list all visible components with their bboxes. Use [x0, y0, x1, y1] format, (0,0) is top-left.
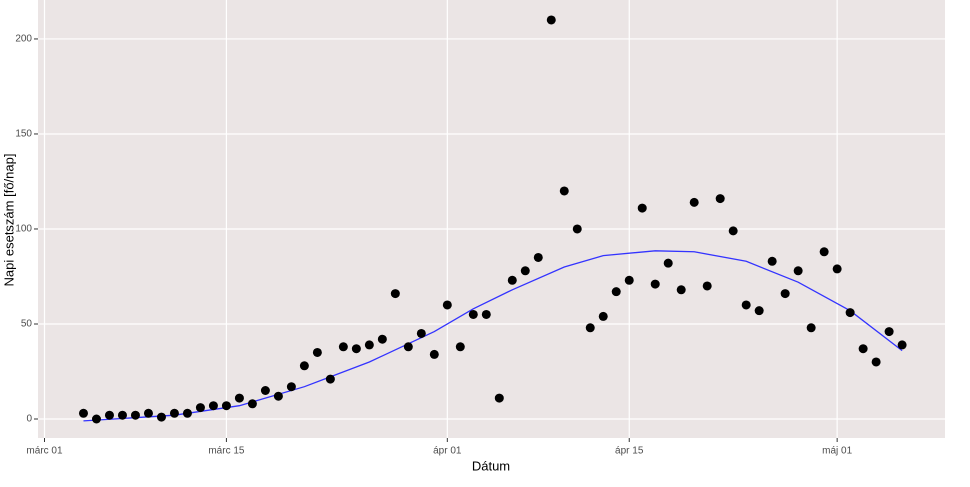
point — [559, 186, 569, 196]
y-tick-label: 0 — [26, 414, 32, 425]
point — [624, 275, 634, 285]
point — [169, 408, 179, 418]
point — [689, 197, 699, 207]
point — [845, 308, 855, 318]
point — [156, 412, 166, 422]
point — [832, 264, 842, 274]
point — [650, 279, 660, 289]
point — [442, 300, 452, 310]
point — [806, 323, 816, 333]
y-tick-label: 100 — [15, 224, 32, 235]
x-tick-label: máj 01 — [822, 446, 852, 457]
smooth-line — [83, 250, 903, 422]
point — [884, 327, 894, 337]
point — [897, 340, 907, 350]
point — [273, 391, 283, 401]
point — [78, 408, 88, 418]
point — [260, 385, 270, 395]
y-tick-label: 200 — [15, 34, 32, 45]
point — [728, 226, 738, 236]
y-axis-title: Napi esetszám [fő/nap] — [1, 154, 16, 287]
point — [546, 15, 556, 25]
point — [494, 393, 504, 403]
point — [637, 203, 647, 213]
point — [143, 408, 153, 418]
point — [468, 309, 478, 319]
point — [247, 399, 257, 409]
point — [390, 289, 400, 299]
point — [793, 266, 803, 276]
point — [520, 266, 530, 276]
point — [572, 224, 582, 234]
point — [715, 194, 725, 204]
plot-panel — [38, 0, 945, 438]
point — [182, 408, 192, 418]
point — [598, 311, 608, 321]
point — [754, 306, 764, 316]
point — [481, 309, 491, 319]
x-tick-label: ápr 15 — [615, 446, 644, 457]
point — [221, 401, 231, 411]
point — [663, 258, 673, 268]
x-tick-label: márc 15 — [208, 446, 245, 457]
point — [819, 247, 829, 257]
point — [234, 393, 244, 403]
point — [533, 252, 543, 262]
point — [338, 342, 348, 352]
point — [312, 347, 322, 357]
point — [871, 357, 881, 367]
point — [858, 344, 868, 354]
x-tick-label: márc 01 — [26, 446, 63, 457]
point — [351, 344, 361, 354]
point — [325, 374, 335, 384]
point — [195, 403, 205, 413]
point — [416, 328, 426, 338]
point — [91, 414, 101, 424]
y-tick-label: 50 — [21, 319, 33, 330]
point — [780, 289, 790, 299]
point — [364, 340, 374, 350]
point — [104, 410, 114, 420]
point — [299, 361, 309, 371]
point — [286, 382, 296, 392]
y-tick-label: 150 — [15, 129, 32, 140]
point — [117, 410, 127, 420]
point — [403, 342, 413, 352]
point — [507, 275, 517, 285]
point — [429, 349, 439, 359]
point — [611, 287, 621, 297]
point — [767, 256, 777, 266]
point — [377, 334, 387, 344]
point — [585, 323, 595, 333]
point — [741, 300, 751, 310]
x-tick-label: ápr 01 — [433, 446, 462, 457]
x-axis-title: Dátum — [472, 458, 510, 473]
point — [455, 342, 465, 352]
point — [208, 401, 218, 411]
point — [130, 410, 140, 420]
point — [676, 285, 686, 295]
point — [702, 281, 712, 291]
